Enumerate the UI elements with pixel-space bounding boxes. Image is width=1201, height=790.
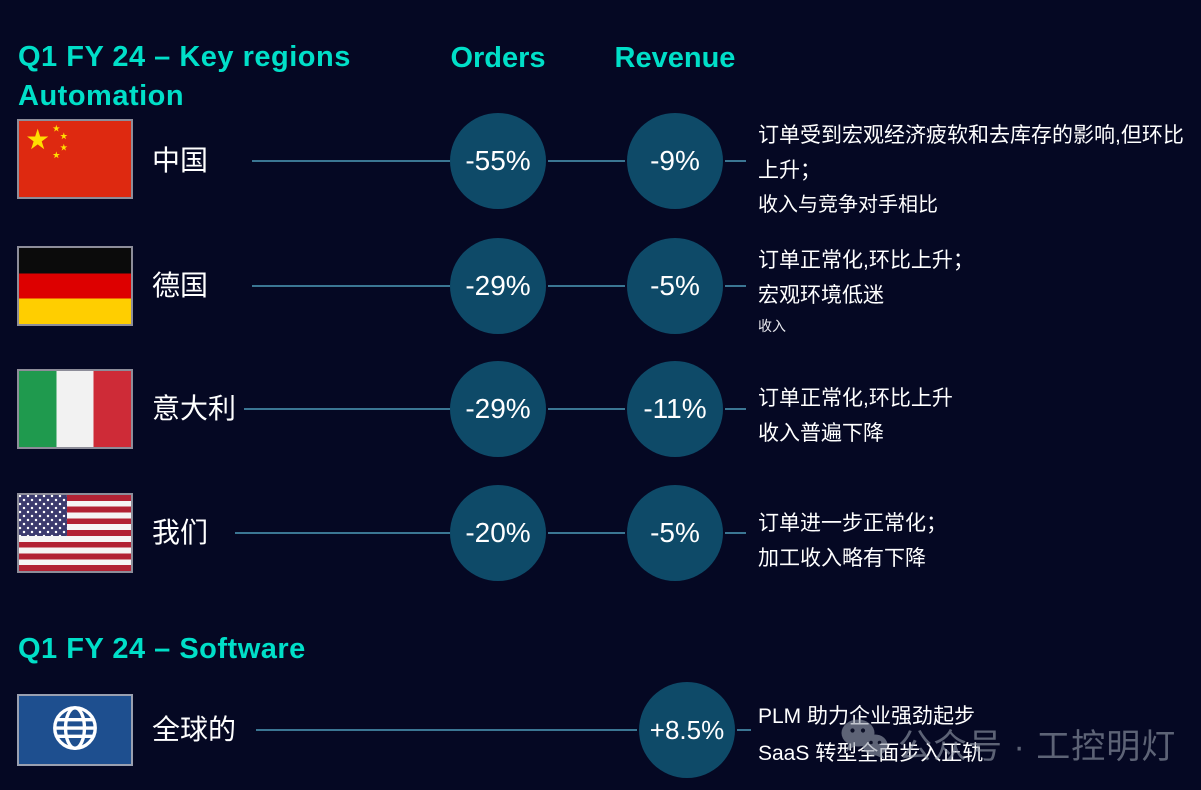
note-line: 加工收入略有下降 [758,547,926,570]
revenue-value-germany: -5% [650,270,700,301]
globe-icon [48,701,102,760]
orders-circle-china: -55% [450,113,546,209]
revenue-value-china: -9% [650,145,700,176]
connector-line [548,160,625,162]
region-label-italy: 意大利 [152,393,237,424]
revenue-value-us: -5% [650,517,700,548]
connector-line [737,729,751,731]
notes-us: 订单进一步正常化； 加工收入略有下降 [758,506,947,576]
revenue-circle-china: -9% [627,113,723,209]
note-line: 订单受到宏观经济疲软和去库存的影响,但环比 [758,124,1184,147]
revenue-circle-global: +8.5% [639,682,735,778]
globe-tile [17,694,133,766]
connector-line [548,285,625,287]
column-header-revenue: Revenue [614,42,736,74]
orders-value-italy: -29% [465,393,531,424]
region-label-germany: 德国 [152,270,209,301]
connector-line [548,408,625,410]
connector-line [252,160,450,162]
page-title-line1: Q1 FY 24 – Key regions [18,41,351,73]
connector-line [252,285,450,287]
note-small-germany: 收入 [758,318,786,334]
orders-circle-us: -20% [450,485,546,581]
page-title: Q1 FY 24 – Key regions Automation [18,38,351,116]
software-section-title: Q1 FY 24 – Software [18,633,306,665]
germany-flag-icon [17,246,133,326]
region-label-global: 全球的 [152,714,237,745]
revenue-circle-germany: -5% [627,238,723,334]
revenue-circle-italy: -11% [627,361,723,457]
connector-line [256,729,637,731]
orders-circle-italy: -29% [450,361,546,457]
column-header-orders: Orders [450,42,546,74]
note-line: 订单进一步正常化； [758,512,947,535]
orders-value-china: -55% [465,145,531,176]
region-label-china: 中国 [152,145,209,176]
us-flag-icon [17,493,133,573]
connector-line [548,532,625,534]
watermark: 公众号 · 工控明灯 [840,718,1176,769]
note-line: 上升； [758,159,821,182]
revenue-circle-us: -5% [627,485,723,581]
connector-line [725,160,746,162]
note-line: PLM 助力企业强劲起步 [758,705,976,728]
note-line: 收入与竞争对手相比 [758,194,938,216]
note-line: 宏观环境低迷 [758,284,884,307]
notes-italy: 订单正常化,环比上升 收入普遍下降 [758,381,953,451]
notes-germany: 订单正常化,环比上升； 宏观环境低迷 [758,243,974,313]
page-title-line2: Automation [18,80,185,112]
revenue-value-global: +8.5% [649,714,725,745]
orders-value-germany: -29% [465,270,531,301]
us-flag-canton [19,495,67,536]
orders-circle-germany: -29% [450,238,546,334]
connector-line [235,532,450,534]
note-line: 收入普遍下降 [758,422,884,445]
connector-line [725,408,746,410]
connector-line [725,532,746,534]
notes-china: 订单受到宏观经济疲软和去库存的影响,但环比 上升； 收入与竞争对手相比 [758,118,1184,223]
china-flag-icon [17,119,133,199]
note-line: 订单正常化,环比上升； [758,249,974,272]
connector-line [725,285,746,287]
orders-value-us: -20% [465,517,531,548]
watermark-text: 公众号 · 工控明灯 [898,728,1177,766]
region-label-us: 我们 [152,517,209,548]
revenue-value-italy: -11% [643,393,707,424]
note-line: 订单正常化,环比上升 [758,387,953,410]
wechat-icon [840,718,888,769]
italy-flag-icon [17,369,133,449]
connector-line [244,408,450,410]
china-flag-svg [19,121,131,197]
